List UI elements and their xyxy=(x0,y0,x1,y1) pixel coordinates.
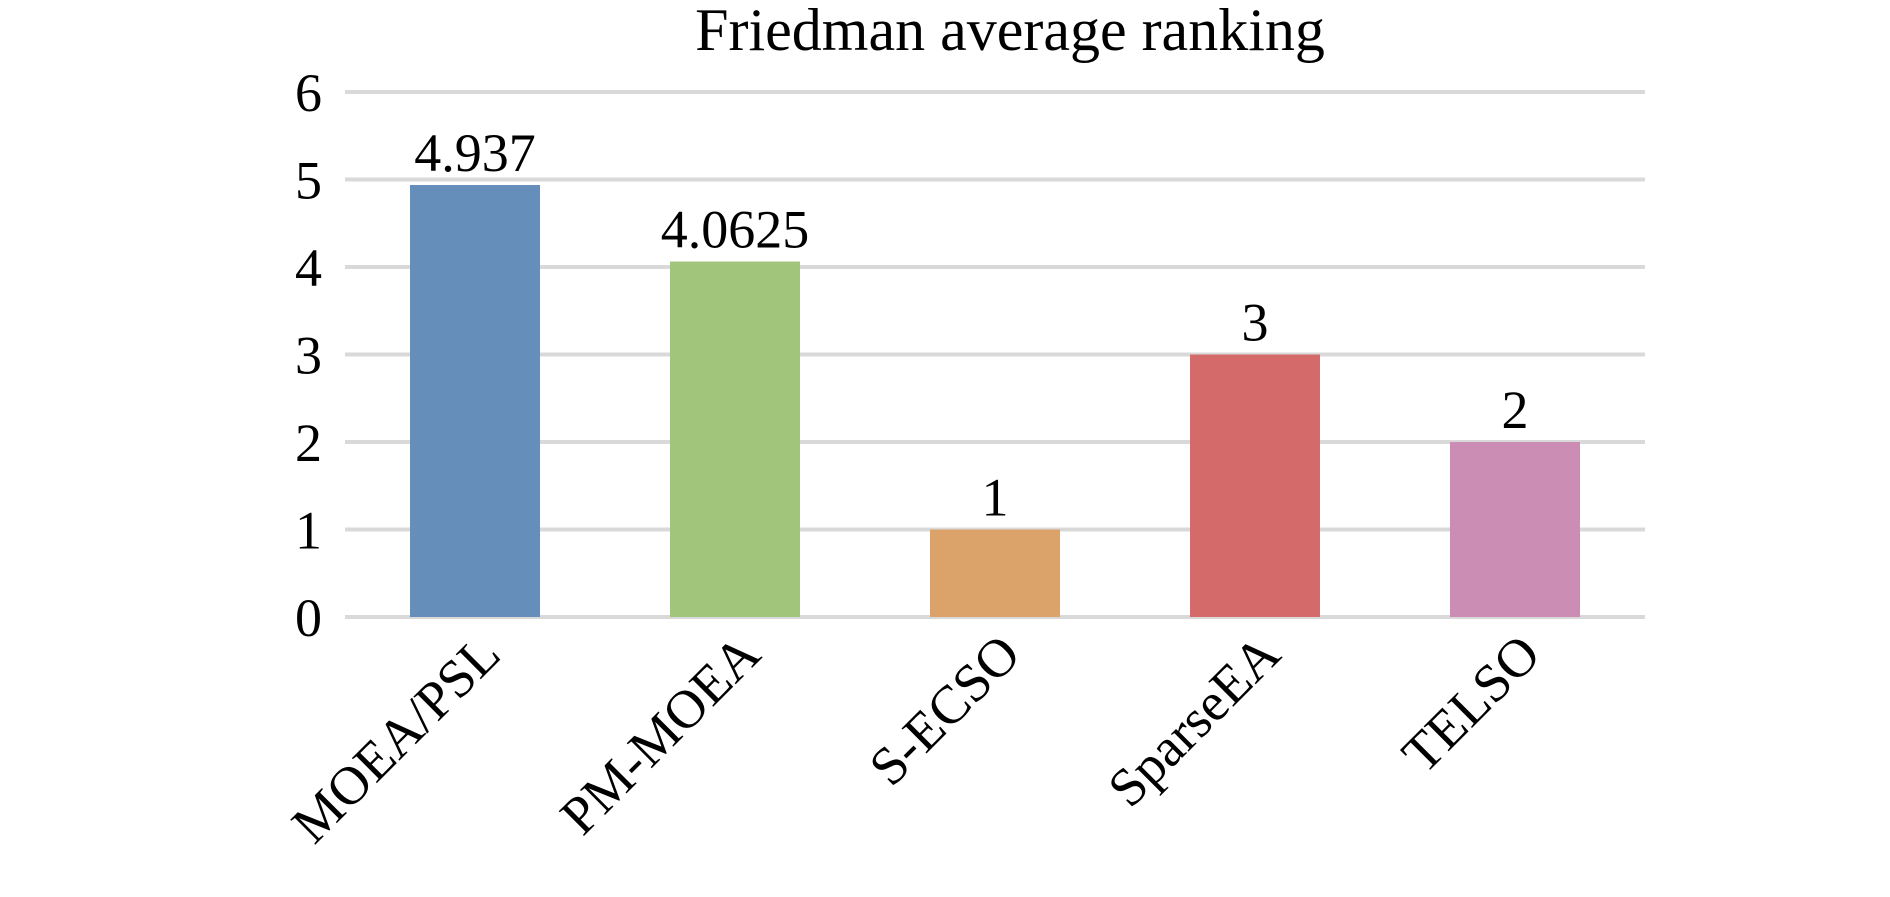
y-tick-label: 1 xyxy=(295,501,322,561)
data-label: 4.937 xyxy=(414,123,536,183)
bar xyxy=(670,261,800,617)
x-tick-label: PM-MOEA xyxy=(549,623,772,846)
bars xyxy=(410,185,1580,617)
bar xyxy=(410,185,540,617)
x-tick-label: S-ECSO xyxy=(858,623,1032,797)
x-tick-label: SparseEA xyxy=(1096,623,1291,818)
data-labels: 4.937 4.0625 1 3 2 xyxy=(414,123,1528,527)
y-tick-label: 6 xyxy=(295,63,322,123)
bar xyxy=(930,529,1060,617)
x-axis-ticks: MOEA/PSL PM-MOEA S-ECSO SparseEA TELSO xyxy=(280,623,1551,854)
x-tick-label: TELSO xyxy=(1390,623,1551,784)
data-label: 3 xyxy=(1242,293,1269,353)
y-tick-label: 5 xyxy=(295,151,322,211)
y-tick-label: 2 xyxy=(295,413,322,473)
y-tick-label: 3 xyxy=(295,326,322,386)
bar xyxy=(1190,354,1320,617)
bar xyxy=(1450,442,1580,617)
data-label: 1 xyxy=(982,468,1009,528)
y-tick-label: 4 xyxy=(295,238,322,298)
x-tick-label: MOEA/PSL xyxy=(280,623,511,854)
chart-title: Friedman average ranking xyxy=(695,0,1325,63)
data-label: 4.0625 xyxy=(661,200,810,260)
y-axis-ticks: 0 1 2 3 4 5 6 xyxy=(295,63,322,648)
data-label: 2 xyxy=(1502,380,1529,440)
gridlines xyxy=(345,90,1645,619)
y-tick-label: 0 xyxy=(295,588,322,648)
